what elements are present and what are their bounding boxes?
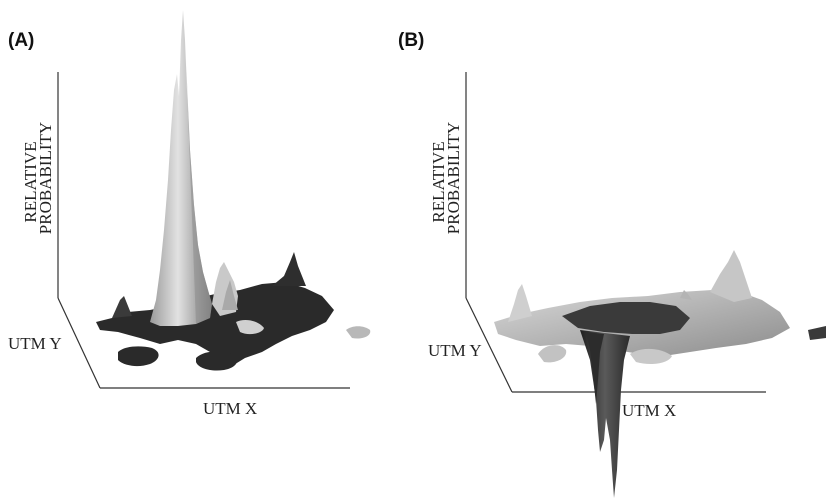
panel-b-edge-fragment xyxy=(808,326,826,340)
panel-a-xlabel: UTM X xyxy=(203,399,257,418)
panel-a-left-spike xyxy=(112,296,132,318)
panel-b-dark-basin xyxy=(562,302,690,334)
panel-b-axes xyxy=(465,72,766,393)
panel-b-right-peak xyxy=(710,250,752,302)
panel-b-negative-spike-main xyxy=(580,330,630,498)
panel-b-blob-1 xyxy=(538,345,567,363)
panel-a-blob-2 xyxy=(196,351,238,371)
panel-a-right-peak xyxy=(272,252,306,286)
panel-b-left-spike xyxy=(508,284,532,322)
panel-a-surface xyxy=(96,10,371,371)
panel-a-bump-2 xyxy=(222,280,238,310)
panel-b-y-axis xyxy=(465,297,513,393)
panel-b-surface xyxy=(494,250,826,498)
panel-a-ylabel: UTM Y xyxy=(8,334,62,353)
panel-a-dark-base xyxy=(96,282,334,366)
panel-a-zlabel-line2: PROBABILITY xyxy=(36,122,55,234)
panel-a-blob-4 xyxy=(236,320,264,335)
panel-b-label: (B) xyxy=(398,30,424,51)
panel-a-axes xyxy=(57,72,350,389)
panel-a-label: (A) xyxy=(8,30,34,51)
panel-a-main-peak-shade xyxy=(186,60,212,324)
panel-b: (B) RELATIVE xyxy=(398,30,826,498)
panel-b-zlabel-line1: RELATIVE xyxy=(429,141,448,222)
panel-b-right-bump xyxy=(680,290,692,300)
panel-b-blob-2 xyxy=(630,348,672,364)
panel-a-zlabel-line1: RELATIVE xyxy=(21,141,40,222)
panel-a: (A) RELATIVE xyxy=(8,10,371,418)
panel-a-y-axis xyxy=(57,297,101,389)
panel-b-xlabel: UTM X xyxy=(622,401,676,420)
panel-a-blob-3 xyxy=(346,326,371,339)
panel-a-blob-1 xyxy=(118,346,159,367)
panel-b-negative-spike-left xyxy=(586,332,604,404)
panel-b-ylabel: UTM Y xyxy=(428,341,482,360)
panel-b-zlabel-line2: PROBABILITY xyxy=(444,122,463,234)
